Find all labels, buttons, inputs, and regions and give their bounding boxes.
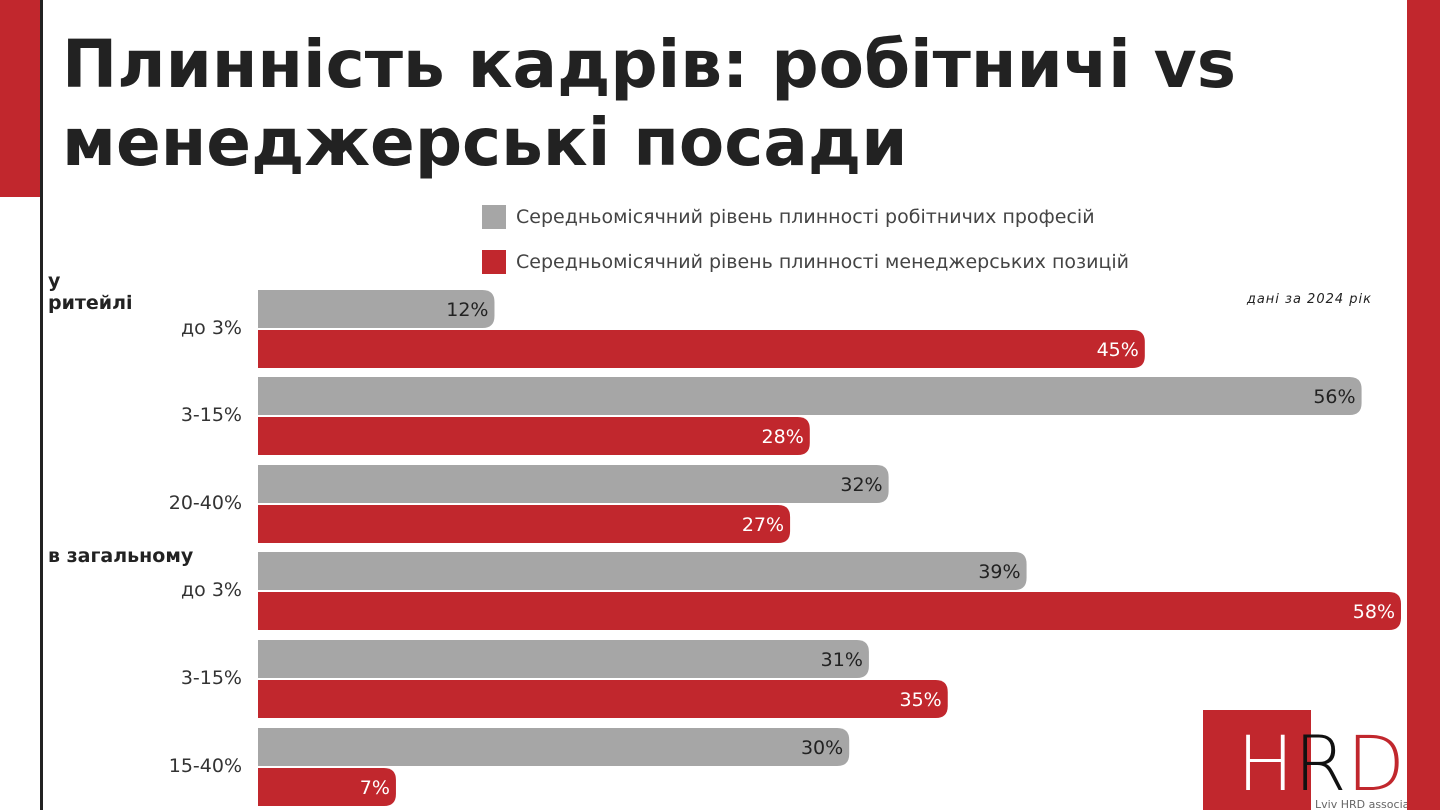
bar-workers <box>258 290 495 328</box>
legend-swatch-gray <box>482 205 506 229</box>
category-label: до 3% <box>181 579 242 601</box>
bar-managers <box>258 680 948 718</box>
data-label: 58% <box>1353 601 1395 623</box>
category-label: 3-15% <box>180 404 242 426</box>
svg-text:HRD: HRD <box>1237 719 1405 808</box>
legend-label: Середньомісячний рівень плинності робітн… <box>516 206 1095 228</box>
data-label: 7% <box>360 777 390 799</box>
category-label: до 3% <box>181 317 242 339</box>
data-label: 39% <box>978 561 1020 583</box>
bar-managers <box>258 768 396 806</box>
data-label: 30% <box>801 737 843 759</box>
data-label: 45% <box>1097 339 1139 361</box>
category-label: 3-15% <box>180 667 242 689</box>
svg-text:Lviv HRD association: Lviv HRD association <box>1315 798 1407 810</box>
bar-workers <box>258 728 850 766</box>
data-label: 35% <box>900 689 942 711</box>
data-label: 31% <box>821 649 863 671</box>
data-label: 27% <box>742 514 784 536</box>
bar-workers <box>258 552 1027 590</box>
group-label-retail: у ритейлі <box>48 270 133 314</box>
bar-managers <box>258 505 791 543</box>
legend-item-workers: Середньомісячний рівень плинності робітн… <box>482 205 1095 229</box>
hrd-logo: HRD Lviv HRD association <box>1203 710 1407 810</box>
category-label: 15-40% <box>168 755 242 777</box>
bar-managers <box>258 330 1145 368</box>
data-label: 32% <box>840 474 882 496</box>
data-label: 28% <box>762 426 804 448</box>
data-label: 56% <box>1313 386 1355 408</box>
legend-item-managers: Середньомісячний рівень плинності менедж… <box>482 250 1129 274</box>
decor-red-block-left <box>0 0 40 197</box>
legend-swatch-red <box>482 250 506 274</box>
decor-red-strip-right <box>1407 0 1440 810</box>
bar-managers <box>258 592 1401 630</box>
chart-title: Плинність кадрів: робітничі vs менеджерс… <box>62 26 1236 181</box>
data-label: 12% <box>446 299 488 321</box>
data-note: дані за 2024 рік <box>1246 292 1372 307</box>
category-label: 20-40% <box>168 492 242 514</box>
bar-workers <box>258 465 889 503</box>
bar-managers <box>258 417 810 455</box>
bar-workers <box>258 640 869 678</box>
decor-vertical-line <box>40 0 43 810</box>
legend-label: Середньомісячний рівень плинності менедж… <box>516 251 1130 273</box>
group-label-general: в загальному <box>48 545 194 567</box>
bar-workers <box>258 377 1362 415</box>
